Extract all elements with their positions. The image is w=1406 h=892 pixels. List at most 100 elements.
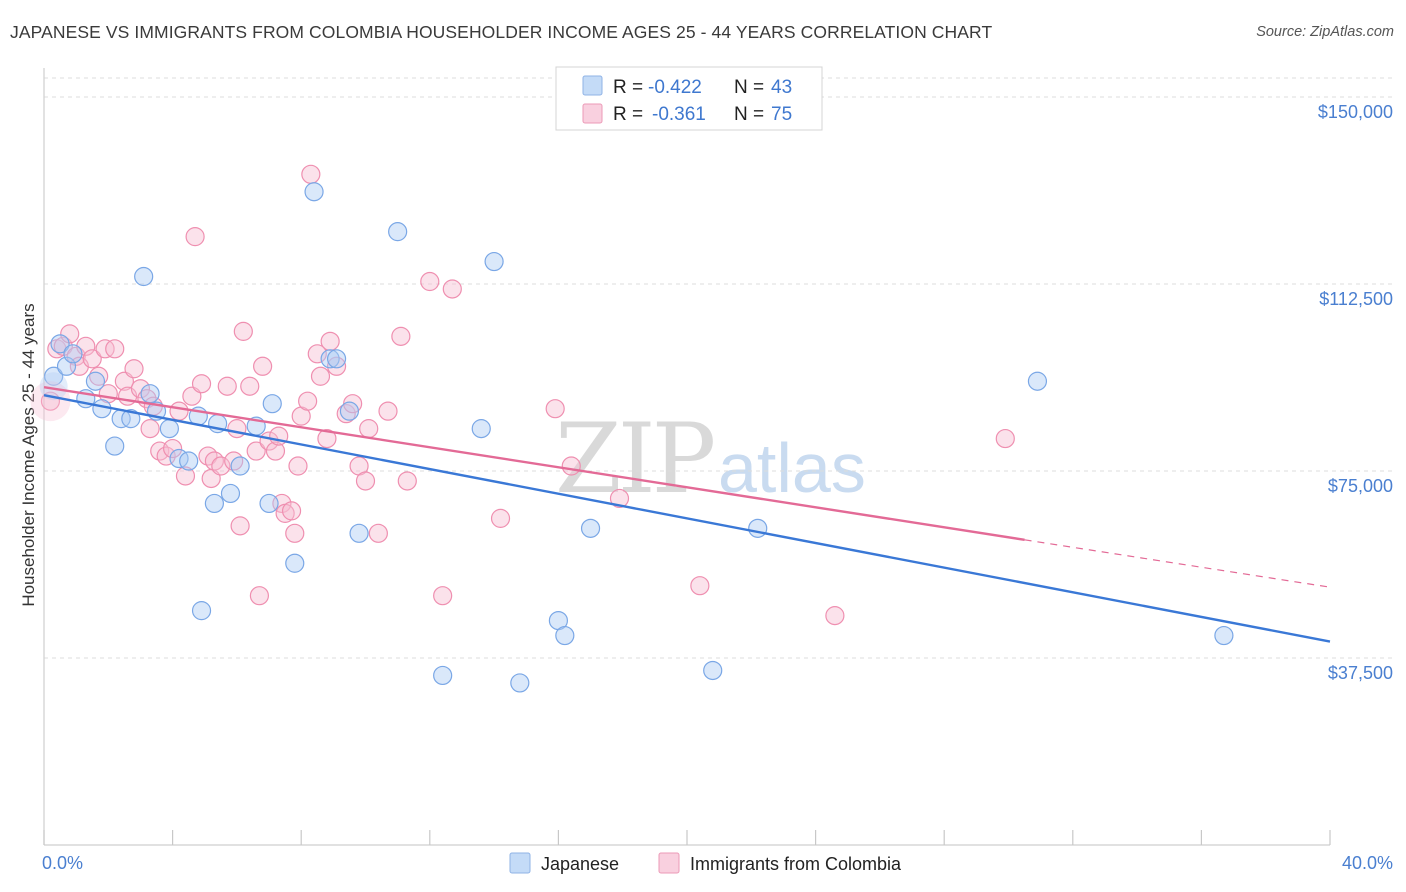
stats-r-value-1: -0.422	[648, 77, 702, 98]
point-japanese	[44, 366, 64, 386]
point-colombia	[53, 336, 73, 356]
point-colombia	[175, 466, 196, 486]
point-japanese	[339, 401, 360, 421]
point-colombia	[281, 501, 302, 521]
point-colombia	[253, 356, 273, 376]
point-japanese	[159, 419, 179, 439]
point-japanese	[580, 518, 601, 538]
source-credit: Source: ZipAtlas.com	[1256, 24, 1394, 40]
point-colombia	[320, 331, 340, 351]
point-japanese	[510, 673, 530, 693]
axes	[43, 68, 1331, 846]
trend-lines	[43, 386, 1331, 643]
point-japanese	[204, 493, 224, 514]
legend-label-colombia: Immigrants from Colombia	[690, 854, 902, 874]
legend: Japanese Immigrants from Colombia	[509, 852, 902, 874]
point-japanese	[191, 601, 212, 621]
point-colombia	[336, 404, 356, 424]
point-japanese	[134, 266, 154, 287]
stats-n-value-2: 75	[771, 104, 792, 125]
point-japanese	[1214, 625, 1234, 646]
y-tick-label: $112,500	[1319, 289, 1393, 309]
point-colombia	[224, 451, 244, 471]
point-japanese	[105, 436, 125, 456]
stats-swatch-colombia	[582, 103, 603, 124]
y-tick-label: $150,000	[1318, 102, 1393, 122]
y-tick-label: $37,500	[1328, 663, 1393, 683]
legend-swatch-colombia	[658, 852, 680, 874]
point-colombia	[391, 326, 411, 346]
point-colombia	[368, 523, 388, 543]
point-colombia	[442, 279, 462, 299]
point-colombia	[490, 508, 511, 528]
stats-n-value-1: 43	[771, 77, 792, 98]
point-colombia	[211, 456, 231, 476]
point-japanese	[703, 660, 723, 681]
trend-line-colombia	[43, 386, 1025, 542]
point-colombia-cluster	[30, 381, 71, 422]
point-colombia	[355, 471, 376, 491]
point-colombia	[378, 401, 398, 421]
point-colombia	[433, 586, 453, 606]
point-japanese	[140, 384, 160, 404]
point-colombia	[288, 456, 308, 476]
point-colombia	[95, 339, 115, 359]
point-colombia	[217, 376, 237, 396]
legend-label-japanese: Japanese	[541, 854, 619, 874]
point-colombia	[169, 401, 189, 421]
point-japanese	[748, 518, 768, 538]
point-colombia	[825, 606, 845, 626]
stats-r-label-2: R =	[613, 104, 643, 125]
point-colombia	[204, 451, 224, 471]
point-colombia	[265, 441, 286, 461]
point-japanese	[320, 349, 340, 369]
watermark-atlas: atlas	[718, 429, 866, 507]
point-japanese	[555, 625, 575, 646]
point-japanese	[1027, 371, 1048, 391]
point-colombia	[609, 488, 630, 509]
point-colombia	[545, 399, 565, 419]
point-japanese	[388, 222, 408, 242]
chart-title: JAPANESE VS IMMIGRANTS FROM COLOMBIA HOU…	[10, 22, 993, 42]
point-colombia	[240, 376, 260, 396]
point-colombia	[227, 419, 247, 439]
point-colombia	[198, 446, 218, 466]
point-japanese	[63, 344, 83, 364]
point-colombia	[310, 366, 331, 386]
x-tick-label-min: 0.0%	[42, 853, 83, 873]
point-colombia	[285, 523, 305, 543]
grid-lines	[44, 77, 1392, 659]
legend-swatch-japanese	[509, 852, 531, 874]
point-colombia	[690, 576, 710, 596]
point-colombia	[130, 379, 151, 399]
point-colombia	[307, 344, 327, 364]
stats-swatch-japanese	[582, 75, 603, 96]
point-colombia	[995, 428, 1015, 449]
point-colombia	[163, 438, 183, 459]
point-colombia	[301, 164, 321, 184]
point-japanese-cluster	[39, 372, 68, 401]
point-colombia	[230, 516, 250, 536]
point-japanese	[220, 483, 241, 504]
point-colombia	[317, 428, 337, 449]
point-japanese	[230, 456, 250, 476]
point-colombia	[359, 419, 379, 439]
trend-line-japanese	[43, 394, 1331, 643]
watermark-zip: ZIP	[555, 403, 714, 515]
point-japanese	[326, 349, 347, 369]
point-japanese	[304, 182, 324, 202]
point-colombia	[124, 359, 144, 379]
point-japanese	[50, 334, 70, 354]
stats-box: R = -0.422 N = 43 R = -0.361 N = 75	[555, 66, 823, 131]
point-japanese	[85, 371, 106, 391]
x-tick-label-max: 40.0%	[1342, 853, 1393, 873]
point-japanese	[179, 451, 199, 471]
stats-n-label-2: N =	[734, 104, 764, 125]
point-japanese	[262, 394, 282, 414]
point-japanese	[121, 409, 141, 429]
point-colombia	[105, 339, 125, 359]
point-colombia	[191, 374, 212, 394]
stats-n-label-1: N =	[734, 77, 764, 98]
point-japanese	[56, 356, 77, 376]
